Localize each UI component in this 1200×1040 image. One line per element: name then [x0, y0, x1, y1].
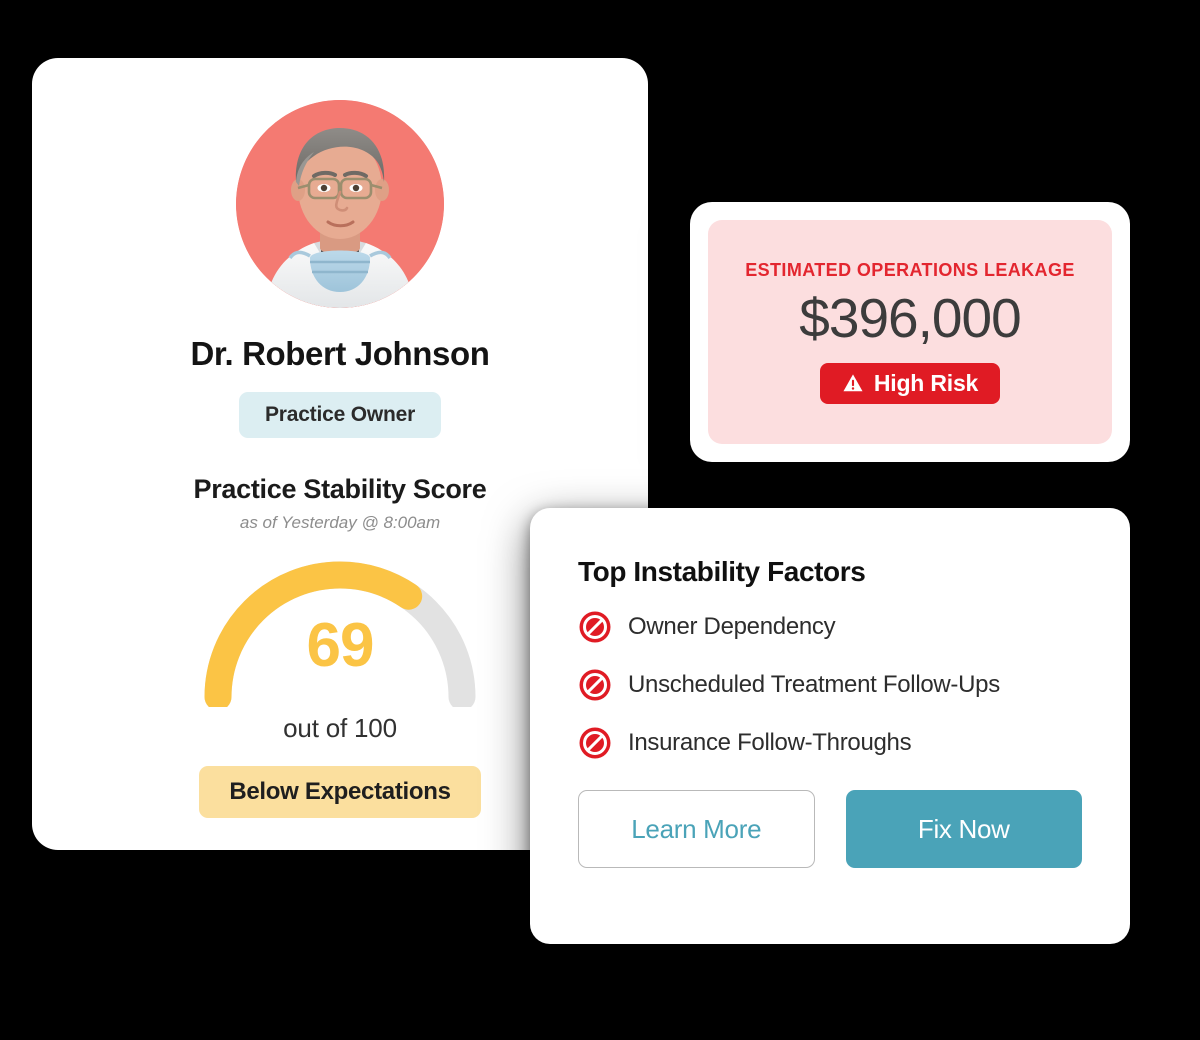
factors-list: Owner Dependency Unscheduled Treatment F…	[578, 610, 1082, 760]
operations-leakage-card: ESTIMATED OPERATIONS LEAKAGE $396,000 Hi…	[690, 202, 1130, 462]
score-title: Practice Stability Score	[193, 474, 487, 505]
stability-score-gauge: 69	[200, 557, 480, 708]
profile-card: Dr. Robert Johnson Practice Owner Practi…	[32, 58, 648, 850]
score-value: 69	[306, 611, 375, 681]
score-timestamp: as of Yesterday @ 8:00am	[239, 513, 441, 533]
gauge-arc-icon	[204, 561, 476, 708]
risk-badge: High Risk	[819, 362, 1001, 404]
list-item: Unscheduled Treatment Follow-Ups	[578, 668, 1082, 702]
factors-actions: Learn More Fix Now	[578, 790, 1082, 868]
leakage-panel: ESTIMATED OPERATIONS LEAKAGE $396,000 Hi…	[708, 220, 1112, 444]
prohibition-icon	[579, 669, 611, 701]
factor-label: Owner Dependency	[628, 613, 836, 640]
list-item: Insurance Follow-Throughs	[578, 726, 1082, 760]
learn-more-button[interactable]: Learn More	[578, 790, 815, 868]
prohibition-icon	[579, 727, 611, 759]
score-out-of: out of 100	[283, 713, 397, 744]
fix-now-button[interactable]: Fix Now	[845, 790, 1082, 868]
warning-triangle-icon	[843, 374, 863, 392]
leakage-label: ESTIMATED OPERATIONS LEAKAGE	[745, 260, 1075, 281]
status-badge: Below Expectations	[199, 766, 481, 819]
factor-label: Unscheduled Treatment Follow-Ups	[628, 671, 1000, 698]
list-item: Owner Dependency	[578, 610, 1082, 644]
instability-factors-card: Top Instability Factors Owner Dependency…	[530, 508, 1130, 944]
prohibition-icon	[579, 611, 611, 643]
page-title: Dr. Robert Johnson	[190, 335, 490, 372]
factor-label: Insurance Follow-Throughs	[628, 729, 912, 756]
role-badge: Practice Owner	[238, 392, 442, 439]
factors-title: Top Instability Factors	[578, 556, 866, 587]
doctor-portrait-icon	[236, 100, 444, 308]
leakage-amount: $396,000	[799, 287, 1021, 350]
avatar	[236, 100, 444, 308]
risk-badge-label: High Risk	[873, 369, 979, 396]
